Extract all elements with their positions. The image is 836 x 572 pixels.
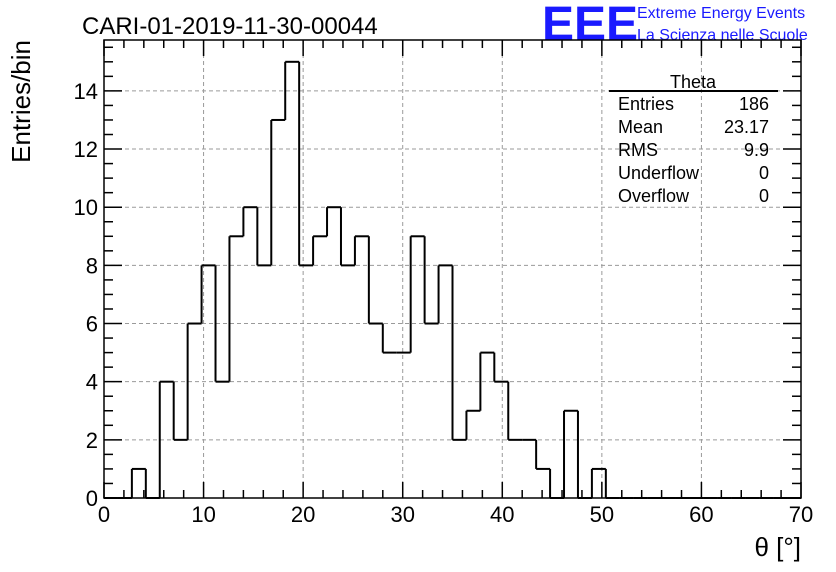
stats-value-overflow: 0 (759, 186, 769, 206)
stats-rows: Entries 186 Mean 23.17 RMS 9.9 Underflow 0 Overf… (618, 94, 769, 206)
histogram-line (104, 60, 801, 499)
stats-label-mean: Mean (618, 117, 663, 137)
y-tick-label-3: 6 (86, 312, 98, 337)
x-tick-label-1: 10 (191, 502, 215, 527)
y-tick-label-6: 12 (74, 137, 98, 162)
stats-label-rms: RMS (618, 140, 658, 160)
y-tick-label-1: 2 (86, 428, 98, 453)
plot-frame (103, 39, 802, 499)
x-tick-label-5: 50 (590, 502, 614, 527)
stats-label-underflow: Underflow (618, 163, 700, 183)
logo-line-1: Extreme Energy Events (637, 5, 805, 22)
stats-label-entries: Entries (618, 94, 674, 114)
chart-title: CARI-01-2019-11-30-00044 (82, 13, 378, 40)
logo-line-2: La Scienza nelle Scuole (637, 27, 808, 44)
y-tick-label-4: 8 (86, 253, 98, 278)
x-tick-labels: 0 10 20 30 40 50 60 70 (98, 502, 813, 527)
y-tick-label-5: 10 (74, 195, 98, 220)
x-axis-title: θ [°] (754, 532, 801, 562)
x-tick-label-2: 20 (291, 502, 315, 527)
stats-value-underflow: 0 (759, 163, 769, 183)
x-tick-label-7: 70 (789, 502, 813, 527)
logo-mark: EEE (542, 0, 638, 51)
x-tick-label-3: 30 (390, 502, 414, 527)
y-tick-label-2: 4 (86, 370, 98, 395)
y-tick-label-7: 14 (74, 79, 98, 104)
stats-label-overflow: Overflow (618, 186, 690, 206)
x-tick-label-6: 60 (689, 502, 713, 527)
y-axis-title: Entries/bin (6, 40, 36, 163)
stats-box: Theta Entries 186 Mean 23.17 RMS 9.9 Underflow… (609, 72, 778, 206)
axis-ticks (103, 40, 802, 499)
stats-value-mean: 23.17 (724, 117, 769, 137)
y-tick-labels: 0 2 4 6 8 10 12 14 (74, 79, 98, 511)
grid (104, 40, 801, 498)
stats-value-entries: 186 (739, 94, 769, 114)
y-tick-label-0: 0 (86, 486, 98, 511)
x-tick-label-0: 0 (98, 502, 110, 527)
stats-value-rms: 9.9 (744, 140, 769, 160)
stats-title: Theta (670, 72, 717, 92)
x-tick-label-4: 40 (490, 502, 514, 527)
